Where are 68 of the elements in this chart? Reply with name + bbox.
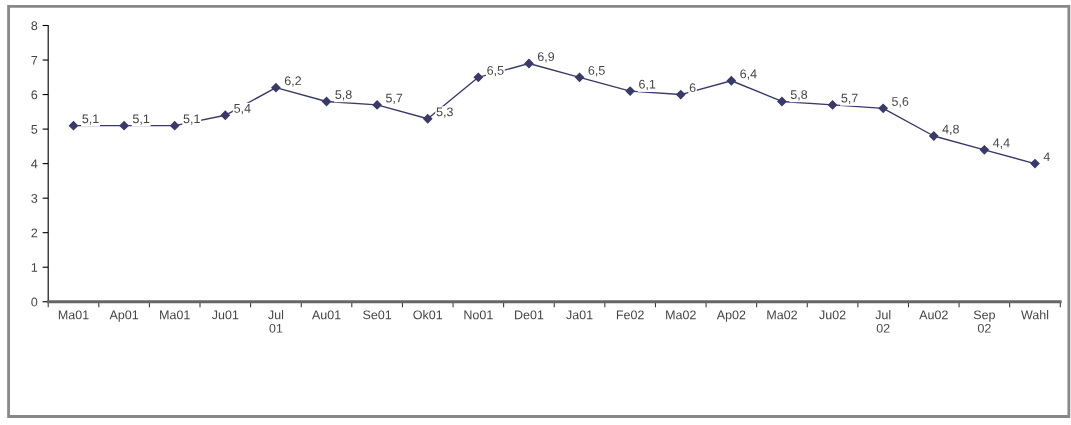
point	[574, 72, 585, 82]
data-label: 5,8	[335, 90, 352, 101]
y-tick-label: 8	[31, 21, 38, 31]
point	[524, 58, 534, 69]
point	[170, 121, 180, 131]
data-label: 5,8	[790, 90, 808, 101]
data-label: 5,6	[892, 97, 909, 108]
x-tick-label: Ma01	[58, 310, 89, 320]
data-label: 5,4	[234, 104, 251, 115]
x-tick-label: Ju01	[211, 310, 239, 320]
x-tick-label: Ap02	[716, 310, 746, 322]
data-label: 6,4	[740, 69, 757, 80]
y-tick-label: 2	[31, 228, 38, 238]
point	[473, 72, 483, 82]
point	[423, 114, 433, 124]
data-label: 4	[1043, 152, 1050, 162]
data-label: 6,2	[284, 76, 301, 87]
point	[119, 121, 129, 131]
y-tick-label: 1	[31, 263, 38, 272]
x-tick-label: Ma01	[160, 310, 190, 320]
x-tick-label: Ok01	[413, 310, 443, 320]
point	[271, 83, 281, 93]
y-tick-label: 5	[31, 125, 38, 134]
x-tick-label: Au02	[919, 310, 948, 320]
data-label: 5,1	[82, 114, 99, 125]
x-tick-label: Se01	[363, 310, 392, 320]
point	[625, 86, 635, 96]
y-tick-label: 3	[31, 193, 38, 203]
data-label: 5,7	[385, 93, 403, 104]
data-label: 6,5	[588, 65, 605, 77]
x-tick-label: Ap01	[109, 310, 139, 322]
data-label: 6	[689, 83, 696, 93]
point	[878, 103, 888, 113]
point	[726, 76, 736, 86]
x-tick-label: Jul 01	[268, 310, 284, 333]
x-tick-label: Ju02	[819, 310, 846, 320]
x-tick-label: Ma02	[666, 310, 696, 320]
data-label: 5,7	[841, 93, 858, 104]
x-tick-label: Wahl	[1021, 310, 1049, 320]
x-tick-label: Fe02	[616, 310, 644, 320]
point	[827, 100, 838, 110]
data-label: 6,5	[487, 65, 504, 77]
x-tick-label: De01	[515, 310, 544, 320]
data-label: 5,3	[436, 107, 453, 118]
x-tick-label: Au01	[311, 310, 341, 320]
x-tick-label: Sep 02	[973, 310, 995, 333]
point	[68, 121, 79, 131]
point	[372, 100, 382, 110]
data-label: 5,1	[183, 114, 200, 125]
point	[777, 96, 787, 107]
data-label: 6,9	[537, 52, 555, 63]
y-tick-label: 6	[31, 90, 38, 100]
y-tick-label: 7	[31, 55, 38, 65]
point	[676, 89, 686, 100]
data-label: 4,4	[993, 138, 1010, 149]
point	[979, 145, 990, 155]
point	[929, 131, 939, 141]
point	[1030, 159, 1040, 169]
x-tick-label: Ma02	[767, 310, 797, 320]
x-tick-label: No01	[464, 310, 493, 320]
point	[220, 110, 230, 120]
y-tick-label: 4	[31, 159, 38, 169]
y-tick-label: 0	[31, 297, 38, 307]
data-label: 5,1	[132, 114, 150, 125]
data-label: 4,8	[942, 124, 959, 136]
x-tick-label: Ja01	[566, 310, 593, 320]
x-tick-label: Jul 02	[875, 310, 891, 333]
data-label: 6,1	[639, 79, 656, 91]
